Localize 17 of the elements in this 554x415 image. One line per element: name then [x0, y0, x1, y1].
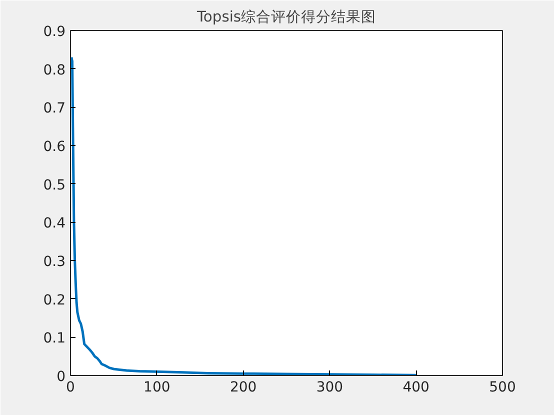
chart-title: Topsis综合评价得分结果图: [196, 8, 376, 26]
y-tick-label: 0.3: [43, 254, 66, 270]
y-tick-label: 0.6: [43, 139, 66, 155]
line-series: [70, 56, 418, 376]
y-tick-label: 0.1: [43, 330, 66, 347]
y-tick-label: 0.7: [43, 100, 66, 117]
y-tick-label: 0.9: [43, 24, 66, 40]
y-tick-label: 0: [56, 369, 66, 385]
x-tick-label: 200: [230, 380, 257, 396]
y-tick-label: 0.2: [43, 292, 66, 308]
x-tick-label: 500: [489, 380, 516, 396]
y-tick-label: 0.8: [43, 62, 66, 78]
y-tick-label: 0.5: [43, 177, 66, 194]
x-tick-label: 400: [402, 380, 430, 396]
y-tick-label: 0.4: [43, 216, 66, 232]
x-tick-label: 300: [316, 380, 344, 396]
x-tick-label: 100: [144, 380, 170, 396]
